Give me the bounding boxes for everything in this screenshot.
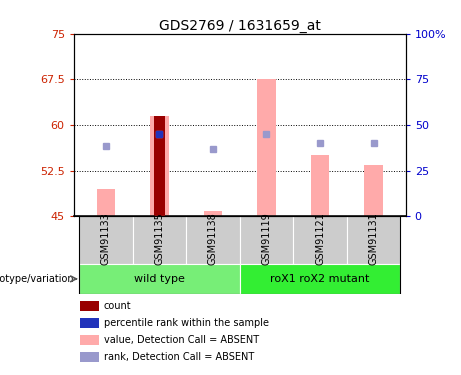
Text: rank, Detection Call = ABSENT: rank, Detection Call = ABSENT <box>104 352 254 362</box>
Bar <box>240 264 400 294</box>
Text: wild type: wild type <box>134 274 185 284</box>
Title: GDS2769 / 1631659_at: GDS2769 / 1631659_at <box>159 19 321 33</box>
Text: GSM91135: GSM91135 <box>154 212 165 265</box>
Bar <box>80 318 99 328</box>
Bar <box>133 216 186 264</box>
Text: value, Detection Call = ABSENT: value, Detection Call = ABSENT <box>104 335 259 345</box>
Text: GSM91121: GSM91121 <box>315 212 325 265</box>
Bar <box>311 156 330 216</box>
Bar <box>96 189 115 216</box>
Text: percentile rank within the sample: percentile rank within the sample <box>104 318 269 328</box>
Bar <box>293 216 347 264</box>
Bar <box>347 216 400 264</box>
Bar <box>79 216 133 264</box>
Bar <box>79 264 240 294</box>
Bar <box>240 216 293 264</box>
Bar <box>364 165 383 216</box>
Bar <box>186 216 240 264</box>
Text: roX1 roX2 mutant: roX1 roX2 mutant <box>270 274 370 284</box>
Text: count: count <box>104 301 131 311</box>
Bar <box>80 352 99 362</box>
Text: GSM91131: GSM91131 <box>368 212 378 265</box>
Bar <box>204 211 222 216</box>
Text: genotype/variation: genotype/variation <box>0 274 74 284</box>
Text: GSM91138: GSM91138 <box>208 212 218 265</box>
Bar <box>154 116 165 216</box>
Bar <box>80 335 99 345</box>
Bar <box>80 301 99 311</box>
Bar <box>150 116 169 216</box>
Text: GSM91133: GSM91133 <box>101 212 111 265</box>
Bar <box>257 80 276 216</box>
Text: GSM91119: GSM91119 <box>261 212 272 265</box>
